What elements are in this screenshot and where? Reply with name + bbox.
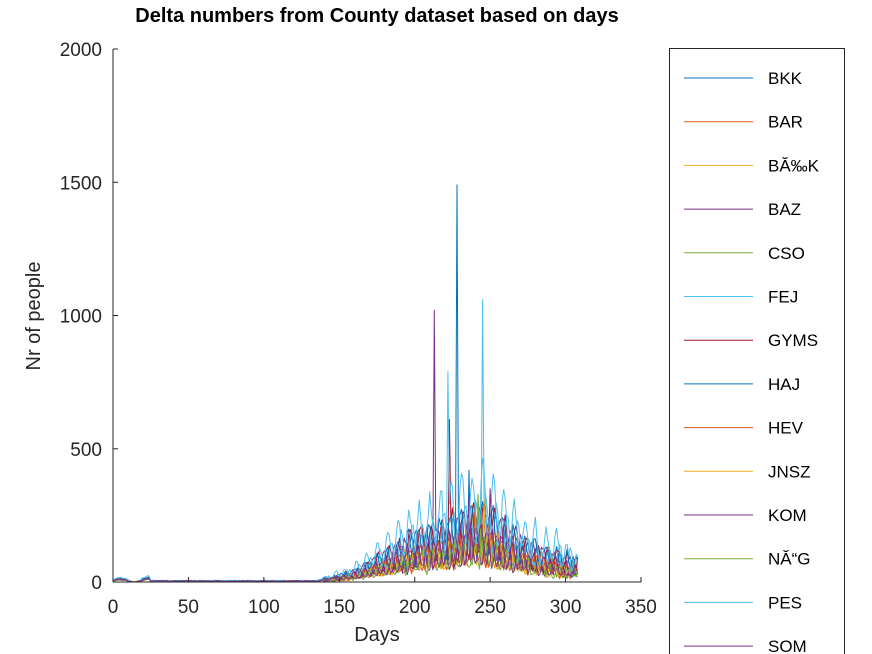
y-tick-label: 2000 — [60, 40, 102, 61]
legend: BKK BAR BĂ‰K BAZ CSO FEJ GYMS HAJ HEV JNSZ KOM NĂ“G… — [669, 48, 845, 654]
legend-label-KOM: KOM — [768, 506, 807, 525]
chart-title: Delta numbers from County dataset based … — [135, 5, 618, 27]
plot-lines — [112, 184, 579, 583]
legend-label-HEV: HEV — [768, 419, 804, 438]
legend-box — [669, 48, 845, 654]
legend-label-BKK: BKK — [768, 69, 803, 88]
x-tick-label: 150 — [323, 597, 355, 618]
x-tick-label: 200 — [399, 597, 431, 618]
legend-label-HAJ: HAJ — [768, 375, 800, 394]
x-axis-label: Days — [354, 624, 400, 646]
series-line-HAJ — [112, 184, 579, 583]
legend-label-SOM: SOM — [768, 637, 807, 654]
x-tick-label: 100 — [248, 597, 280, 618]
legend-label-CSO: CSO — [768, 244, 805, 263]
legend-label-FEJ: FEJ — [768, 288, 798, 307]
legend-label-BAZ: BAZ — [768, 200, 801, 219]
legend-label-BAR: BAR — [768, 113, 803, 132]
legend-label-PES: PES — [768, 593, 802, 612]
x-tick-label: 250 — [474, 597, 506, 618]
legend-label-NĂ“G: NĂ“G — [768, 550, 811, 569]
y-tick-label: 1500 — [60, 173, 102, 194]
x-tick-label: 0 — [108, 597, 119, 618]
series-line-SOM — [112, 488, 578, 583]
x-tick-label: 300 — [550, 597, 582, 618]
axes: 0 50 100 150 200 250 300 350 0 500 1000 1500 2000 — [60, 40, 657, 618]
legend-label-JNSZ: JNSZ — [768, 462, 811, 481]
legend-label-BĂ‰K: BĂ‰K — [768, 156, 820, 175]
series-line-PES — [112, 371, 578, 583]
y-tick-label: 500 — [70, 440, 102, 461]
y-axis-label: Nr of people — [23, 262, 45, 371]
x-tick-label: 350 — [625, 597, 657, 618]
x-tick-label: 50 — [178, 597, 199, 618]
y-tick-label: 1000 — [60, 307, 102, 328]
y-tick-label: 0 — [91, 573, 102, 594]
legend-label-GYMS: GYMS — [768, 331, 818, 350]
